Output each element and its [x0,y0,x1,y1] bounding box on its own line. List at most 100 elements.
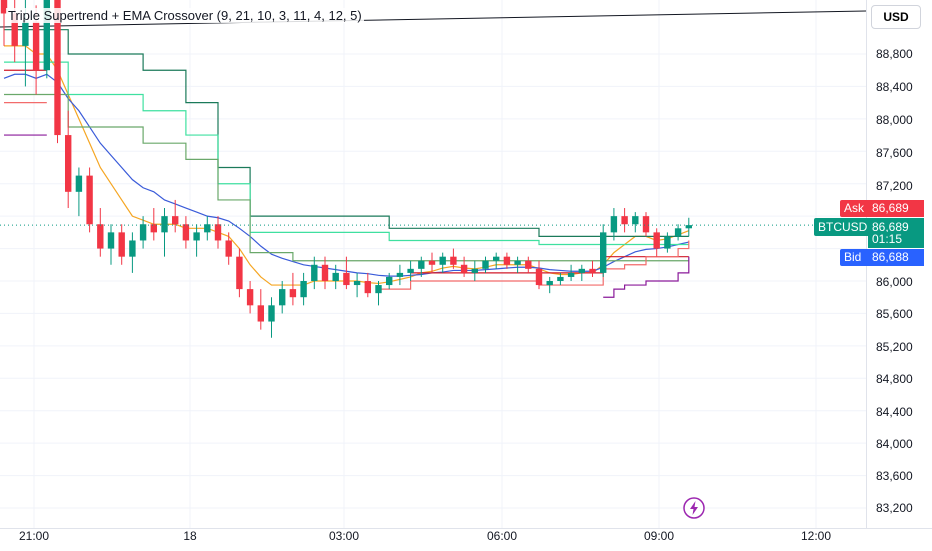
price-tick: 84,400 [876,405,913,419]
price-tick: 83,600 [876,469,913,483]
time-tick: 06:00 [486,529,518,543]
time-tick: 09:00 [643,529,675,543]
price-tick: 88,000 [876,113,913,127]
candle-body [557,276,564,281]
candle-body [268,305,275,322]
price-tick: 86,000 [876,275,913,289]
candle-body [204,224,211,233]
candle-body [289,289,297,298]
price-chart[interactable] [0,0,866,528]
candle-body [65,135,72,192]
indicator-line [4,29,689,238]
candle-body [600,232,607,273]
currency-button[interactable]: USD [871,5,921,29]
candle-body [150,224,157,233]
candle-body [246,289,254,306]
candle-body [279,289,286,306]
candle-body [353,281,361,286]
candle-body [54,0,61,136]
candle-body [386,276,393,286]
candle-body [482,260,489,269]
candle-body [97,224,104,249]
ask-label: Ask [840,200,868,217]
candle-body [546,281,553,286]
candle-body [32,21,40,71]
bar-countdown: 01:15 [868,232,924,248]
price-tick: 84,000 [876,437,913,451]
symbol-label: BTCUSD [814,218,868,236]
candle-body [75,175,83,192]
time-tick: 03:00 [328,529,360,543]
candle-body [86,175,93,225]
candle-body [674,228,682,237]
candle-body [578,268,585,273]
candle-body [610,216,618,233]
candle-body [118,232,125,257]
time-tick: 21:00 [18,529,50,543]
candle-body [257,305,264,322]
trend-line [0,10,866,28]
last-price: 86,689 [868,218,924,236]
bid-label: Bid [840,249,868,266]
candle-body [418,260,425,269]
chart-area[interactable] [0,0,866,528]
candle-body [460,264,468,273]
price-tick: 87,600 [876,146,913,160]
candle-body [193,232,200,241]
indicator-line [4,69,689,274]
price-tick: 88,800 [876,47,913,61]
candle-body [182,224,190,241]
indicator-line [4,61,689,246]
indicator-line [3,73,689,277]
candle-body [343,272,350,286]
time-tick: 12:00 [800,529,832,543]
indicator-line [4,134,690,298]
candle-body [439,256,446,265]
candle-body [450,256,457,265]
candle-body [396,272,404,277]
candle-body [364,281,371,294]
candle-body [332,272,339,281]
candle-body [311,264,318,281]
time-axis[interactable] [0,528,932,551]
candle-body [428,260,436,265]
candle-body [43,0,50,71]
candle-body [493,256,500,261]
candle-body [300,281,307,298]
candle-body [567,272,575,277]
candle-body [321,264,329,281]
candle-body [172,216,179,225]
candle-body [214,224,222,241]
indicator-line [4,45,690,286]
candle-body [22,21,29,46]
price-tick: 83,200 [876,501,913,515]
price-tick: 84,800 [876,372,913,386]
candle-body [471,268,478,273]
time-tick: 18 [183,529,197,543]
indicator-title[interactable]: Triple Supertrend + EMA Crossover (9, 21… [6,8,364,23]
candle-body [642,216,650,233]
candle-body [503,256,511,265]
candle-body [0,0,8,14]
candle-body [632,216,639,225]
candle-body [525,260,532,269]
candle-body [685,225,692,229]
price-tick: 87,200 [876,179,913,193]
candle-body [589,268,596,273]
price-tick: 88,400 [876,80,913,94]
candle-body [11,13,18,46]
candle-body [236,256,243,290]
candle-body [535,268,543,286]
candle-body [129,240,136,257]
candle-body [621,216,628,225]
lightning-icon[interactable] [683,497,705,519]
candle-body [653,232,660,249]
price-tick: 85,600 [876,307,913,321]
candle-body [407,268,414,273]
ask-price: 86,689 [868,200,924,217]
candle-body [514,260,521,265]
candle-body [107,232,115,249]
candle-body [161,216,168,233]
candle-body [375,285,382,294]
bid-price: 86,688 [868,249,924,266]
